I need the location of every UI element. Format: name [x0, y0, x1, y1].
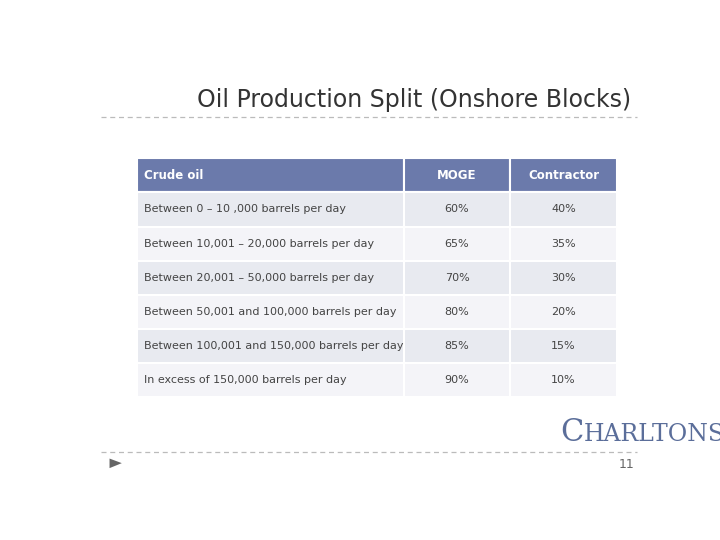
Bar — [510, 295, 617, 329]
Text: 60%: 60% — [445, 205, 469, 214]
Bar — [138, 261, 404, 295]
Bar — [510, 227, 617, 261]
Bar — [404, 227, 510, 261]
Text: 85%: 85% — [445, 341, 469, 351]
Text: Between 50,001 and 100,000 barrels per day: Between 50,001 and 100,000 barrels per d… — [144, 307, 397, 317]
Bar — [510, 158, 617, 192]
Text: Between 10,001 – 20,000 barrels per day: Between 10,001 – 20,000 barrels per day — [144, 239, 374, 248]
Text: 35%: 35% — [552, 239, 576, 248]
Bar — [404, 261, 510, 295]
Bar — [404, 192, 510, 227]
Text: Contractor: Contractor — [528, 169, 599, 182]
Bar — [510, 261, 617, 295]
Bar — [138, 227, 404, 261]
Bar — [510, 329, 617, 363]
Bar — [138, 158, 404, 192]
Bar — [138, 363, 404, 397]
Text: Between 20,001 – 50,000 barrels per day: Between 20,001 – 50,000 barrels per day — [144, 273, 374, 282]
Text: 15%: 15% — [552, 341, 576, 351]
Text: C: C — [560, 417, 584, 448]
Bar — [404, 363, 510, 397]
Text: MOGE: MOGE — [437, 169, 477, 182]
Text: 65%: 65% — [445, 239, 469, 248]
Bar — [404, 158, 510, 192]
Bar — [404, 295, 510, 329]
Text: 90%: 90% — [445, 375, 469, 385]
Text: 70%: 70% — [445, 273, 469, 282]
Bar — [138, 329, 404, 363]
Bar — [510, 363, 617, 397]
Text: Oil Production Split (Onshore Blocks): Oil Production Split (Onshore Blocks) — [197, 87, 631, 112]
Text: 20%: 20% — [552, 307, 576, 317]
Text: Between 100,001 and 150,000 barrels per day: Between 100,001 and 150,000 barrels per … — [144, 341, 404, 351]
Text: HARLTONS: HARLTONS — [584, 422, 720, 446]
Bar — [404, 329, 510, 363]
Text: 11: 11 — [618, 458, 634, 471]
Bar — [510, 192, 617, 227]
Text: Crude oil: Crude oil — [144, 169, 204, 182]
Bar — [138, 295, 404, 329]
Polygon shape — [109, 458, 122, 468]
Text: 80%: 80% — [445, 307, 469, 317]
Text: 10%: 10% — [552, 375, 576, 385]
Text: 30%: 30% — [552, 273, 576, 282]
Text: Between 0 – 10 ,000 barrels per day: Between 0 – 10 ,000 barrels per day — [144, 205, 346, 214]
Bar — [138, 192, 404, 227]
Text: In excess of 150,000 barrels per day: In excess of 150,000 barrels per day — [144, 375, 347, 385]
Text: 40%: 40% — [552, 205, 576, 214]
